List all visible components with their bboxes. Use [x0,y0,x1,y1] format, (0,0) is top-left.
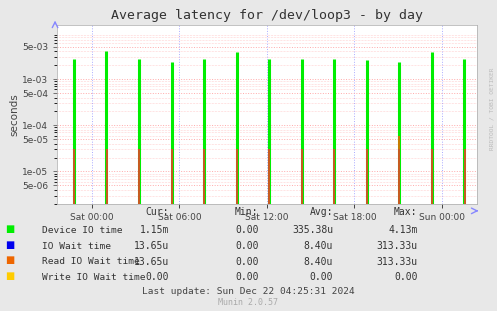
Text: 335.38u: 335.38u [292,225,333,235]
Text: 0.00: 0.00 [394,272,417,282]
Text: 0.00: 0.00 [235,225,258,235]
Y-axis label: seconds: seconds [9,93,19,136]
Text: Max:: Max: [394,207,417,216]
Text: 0.00: 0.00 [235,241,258,251]
Text: 13.65u: 13.65u [134,257,169,267]
Text: 8.40u: 8.40u [304,241,333,251]
Text: Munin 2.0.57: Munin 2.0.57 [219,298,278,307]
Text: 0.00: 0.00 [235,257,258,267]
Text: 0.00: 0.00 [146,272,169,282]
Text: ■: ■ [5,255,14,265]
Title: Average latency for /dev/loop3 - by day: Average latency for /dev/loop3 - by day [111,9,423,22]
Text: 4.13m: 4.13m [388,225,417,235]
Text: Device IO time: Device IO time [42,226,123,235]
Text: 8.40u: 8.40u [304,257,333,267]
Text: Avg:: Avg: [310,207,333,216]
Text: Cur:: Cur: [146,207,169,216]
Text: Last update: Sun Dec 22 04:25:31 2024: Last update: Sun Dec 22 04:25:31 2024 [142,287,355,296]
Text: 313.33u: 313.33u [376,257,417,267]
Text: 313.33u: 313.33u [376,241,417,251]
Text: Min:: Min: [235,207,258,216]
Text: IO Wait time: IO Wait time [42,242,111,250]
Text: 0.00: 0.00 [235,272,258,282]
Text: Write IO Wait time: Write IO Wait time [42,273,146,281]
Text: ■: ■ [5,224,14,234]
Text: Read IO Wait time: Read IO Wait time [42,257,140,266]
Text: RRDTOOL / TOBI OETIKER: RRDTOOL / TOBI OETIKER [490,67,495,150]
Text: ■: ■ [5,240,14,250]
Text: 1.15m: 1.15m [140,225,169,235]
Text: ■: ■ [5,271,14,281]
Text: 13.65u: 13.65u [134,241,169,251]
Text: 0.00: 0.00 [310,272,333,282]
